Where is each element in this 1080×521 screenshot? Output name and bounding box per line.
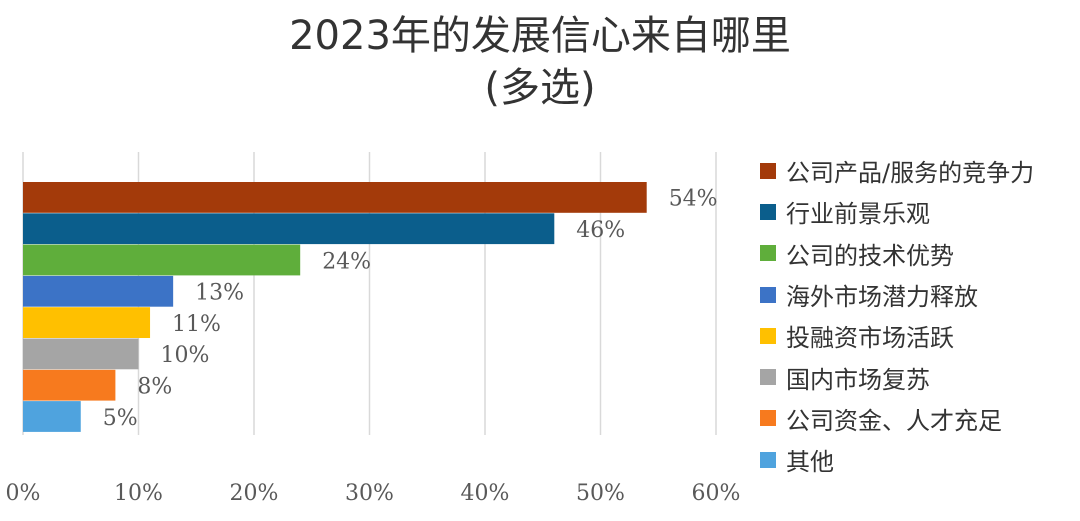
data-label: 10% [161,343,210,368]
x-tick-label: 20% [230,481,279,506]
data-label: 5% [103,406,138,431]
legend-label: 行业前景乐观 [786,200,930,229]
legend-item: 公司产品/服务的竞争力 [760,150,1034,191]
legend-item: 海外市场潜力释放 [760,274,1034,315]
legend-item: 公司的技术优势 [760,233,1034,274]
bar [23,213,555,245]
legend-item: 其他 [760,439,1034,480]
legend-swatch [760,327,776,344]
legend-label: 海外市场潜力释放 [786,283,978,312]
x-tick-label: 0% [6,481,41,506]
legend-swatch [760,286,776,303]
x-tick-label: 40% [461,481,510,506]
data-label: 46% [576,218,625,243]
bar [23,369,116,401]
bar [23,182,647,213]
legend-swatch [760,245,776,262]
legend-item: 行业前景乐观 [760,191,1034,232]
legend-item: 公司资金、人才充足 [760,398,1034,439]
chart-legend: 公司产品/服务的竞争力 行业前景乐观 公司的技术优势 海外市场潜力释放 投融资市场活跃国… [760,150,1034,480]
chart-title-line-2: (多选) [484,65,596,111]
legend-label: 其他 [786,448,834,477]
x-tick-label: 50% [576,481,625,506]
legend-item: 投融资市场活跃 [760,315,1034,356]
legend-swatch [760,162,776,179]
legend-label: 国内市场复苏 [786,365,930,394]
data-label: 11% [172,312,221,337]
x-tick-label: 30% [345,481,394,506]
legend-label: 投融资市场活跃 [786,324,954,353]
x-tick-label: 60% [692,481,740,506]
data-label: 54% [669,187,718,212]
legend-label: 公司产品/服务的竞争力 [786,159,1035,188]
legend-swatch [760,410,776,427]
data-label: 13% [195,281,244,306]
legend-swatch [760,451,776,468]
bar [23,244,301,276]
legend-label: 公司的技术优势 [786,241,954,270]
chart-title: 2023年的发展信心来自哪里 (多选) [0,10,1080,114]
bar-chart: 0% 10% 20% 30% 40% 50% 60% 54% 46% 24% 13% 11% 10% 8%… [6,152,740,506]
legend-swatch [760,369,776,386]
legend-label: 公司资金、人才充足 [786,406,1002,435]
bar [23,401,81,432]
data-label: 8% [137,374,172,399]
legend-item: 国内市场复苏 [760,356,1034,397]
x-tick-label: 10% [114,481,163,506]
chart-title-line-1: 2023年的发展信心来自哪里 [289,13,791,59]
data-label: 24% [322,249,371,274]
bar [23,307,151,338]
legend-swatch [760,203,776,220]
bar [23,275,174,307]
bar [23,338,139,370]
